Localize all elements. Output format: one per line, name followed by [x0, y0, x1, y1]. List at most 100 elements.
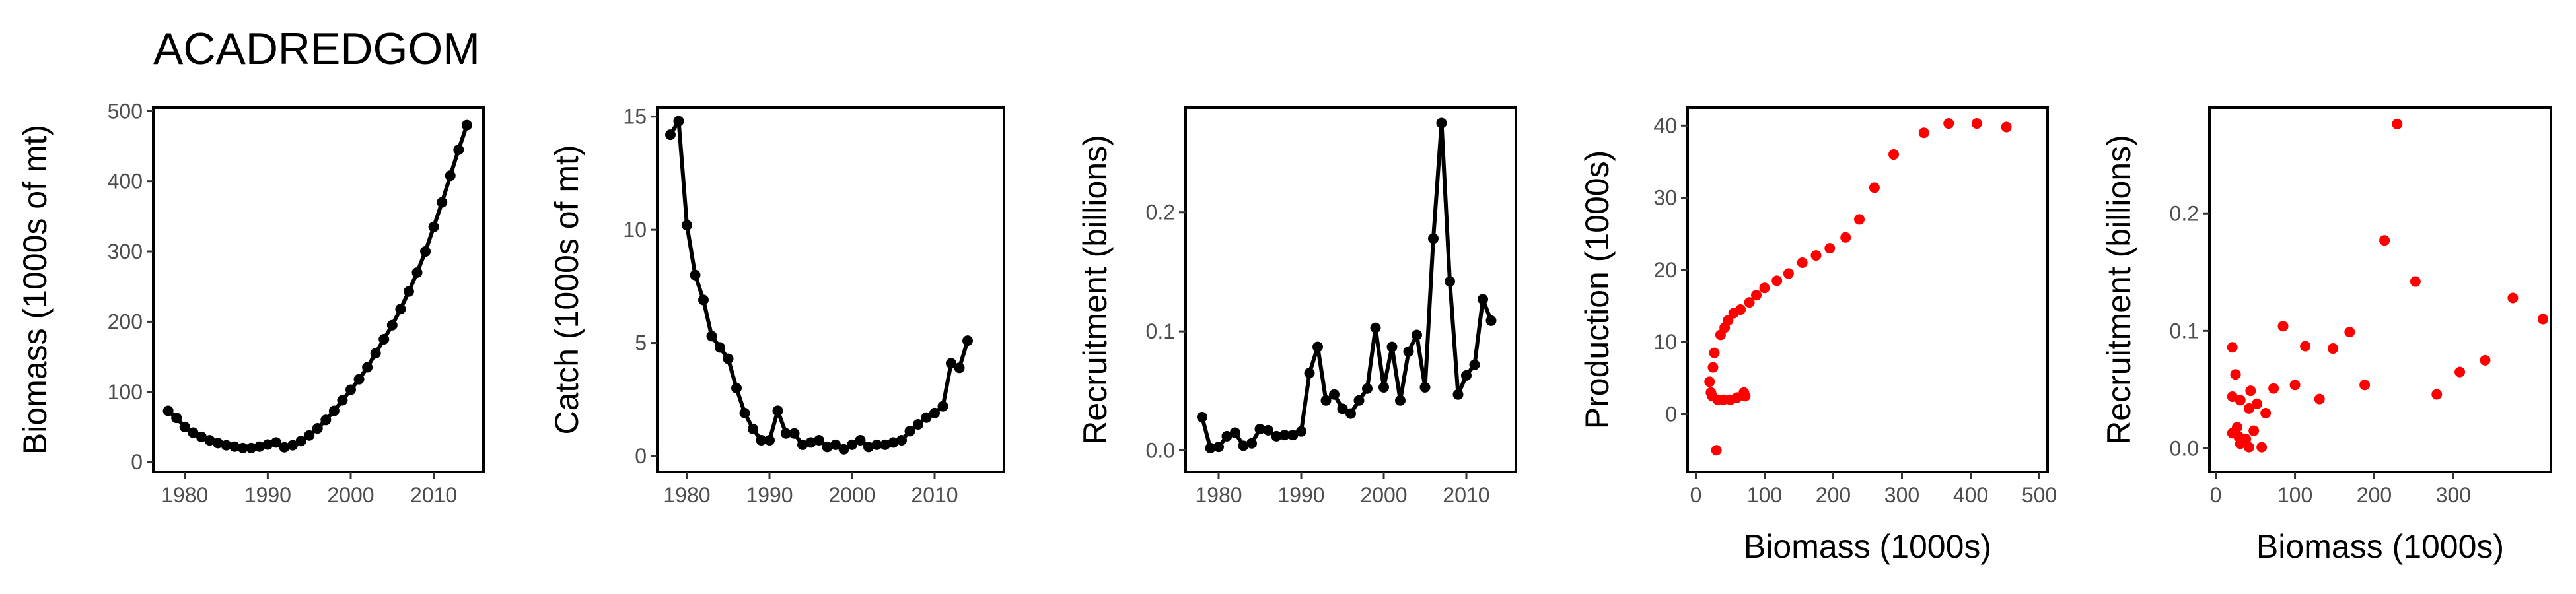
x-tick-label: 100	[1747, 483, 1782, 507]
data-point	[1205, 442, 1216, 453]
data-point	[188, 427, 199, 438]
x-tick-label: 1990	[746, 483, 793, 507]
data-point	[706, 331, 717, 342]
data-point	[838, 444, 849, 455]
data-point	[320, 414, 332, 426]
data-point	[1723, 315, 1734, 326]
data-point	[2235, 438, 2246, 449]
data-point	[2245, 385, 2256, 397]
data-point	[690, 269, 701, 280]
data-point	[1469, 359, 1480, 370]
data-point	[2243, 442, 2254, 453]
data-point	[1197, 412, 1207, 423]
data-point	[1312, 341, 1323, 352]
data-point	[246, 442, 257, 453]
data-point	[1263, 424, 1273, 436]
data-point	[378, 333, 390, 345]
data-point	[2392, 118, 2403, 129]
data-point	[2289, 380, 2301, 391]
data-point	[1428, 233, 1439, 244]
data-point	[445, 170, 456, 182]
data-point	[345, 384, 356, 395]
data-point	[764, 435, 775, 446]
data-point	[863, 442, 874, 453]
data-point	[1707, 362, 1719, 373]
y-tick-label: 15	[623, 105, 647, 129]
data-point	[196, 431, 207, 442]
y-tick-label: 20	[1653, 258, 1677, 282]
data-point	[2344, 327, 2355, 338]
data-point	[179, 421, 190, 432]
data-point	[1419, 381, 1431, 393]
data-point	[1452, 389, 1464, 400]
data-point	[229, 441, 240, 452]
data-point	[171, 412, 182, 424]
x-tick-label: 300	[1884, 483, 1919, 507]
data-point	[1238, 440, 1249, 451]
data-point	[1287, 430, 1299, 441]
y-tick-label: 0	[635, 444, 647, 468]
plot-frame	[1686, 106, 2049, 473]
y-axis-label: Recruitment (billions)	[2100, 135, 2137, 445]
series-line	[166, 124, 469, 450]
x-tick-label: 300	[2436, 483, 2471, 507]
data-point	[2256, 442, 2268, 453]
data-point	[2328, 343, 2339, 354]
x-tick-label: 1980	[161, 483, 208, 507]
y-tick-label: 0	[1665, 403, 1677, 426]
y-axis-label: Catch (1000s of mt)	[548, 145, 585, 434]
data-point	[665, 129, 676, 141]
data-point	[295, 436, 306, 447]
data-point	[2480, 354, 2491, 366]
y-tick-label: 0.2	[2170, 201, 2199, 225]
x-tick-label: 0	[1690, 483, 1702, 507]
data-point	[1337, 403, 1348, 414]
data-point	[2230, 369, 2241, 380]
data-point	[2227, 391, 2238, 403]
data-point	[946, 358, 956, 369]
data-point	[2454, 366, 2466, 378]
data-point	[2243, 403, 2254, 414]
data-point	[437, 197, 448, 208]
data-point	[1854, 214, 1865, 225]
data-point	[2248, 425, 2260, 436]
data-point	[1254, 424, 1266, 435]
data-point	[453, 144, 464, 155]
y-tick-label: 40	[1653, 114, 1677, 137]
x-tick-label: 1990	[244, 483, 291, 507]
data-point	[1329, 389, 1340, 400]
y-tick-label: 0	[131, 450, 143, 474]
data-point	[871, 439, 882, 450]
plot-frame	[2208, 106, 2552, 473]
x-axis-label: Biomass (1000s)	[1744, 528, 1991, 565]
data-point	[1345, 408, 1356, 419]
x-tick-label: 1990	[1277, 483, 1324, 507]
data-point	[1771, 275, 1783, 286]
data-point	[1271, 430, 1282, 442]
data-point	[1810, 250, 1822, 261]
data-point	[287, 440, 299, 451]
data-point	[2235, 395, 2246, 406]
data-point	[1971, 118, 1982, 129]
data-point	[353, 374, 365, 385]
data-point	[781, 428, 791, 439]
data-point	[2251, 398, 2262, 409]
y-tick-label: 0.2	[1146, 201, 1175, 224]
data-point	[2410, 276, 2421, 287]
data-point	[847, 439, 857, 450]
data-point	[797, 439, 808, 450]
data-point	[748, 423, 758, 434]
data-point	[896, 435, 907, 446]
x-tick-label: 500	[2022, 483, 2057, 507]
data-point	[698, 294, 709, 306]
data-point	[2277, 321, 2289, 332]
x-tick-label: 2010	[1443, 483, 1489, 507]
data-point	[461, 119, 472, 131]
data-point	[1797, 257, 1808, 269]
data-point	[1246, 438, 1257, 449]
data-point	[904, 426, 915, 437]
data-point	[929, 407, 940, 418]
data-point	[2268, 383, 2279, 394]
data-point	[162, 405, 174, 416]
